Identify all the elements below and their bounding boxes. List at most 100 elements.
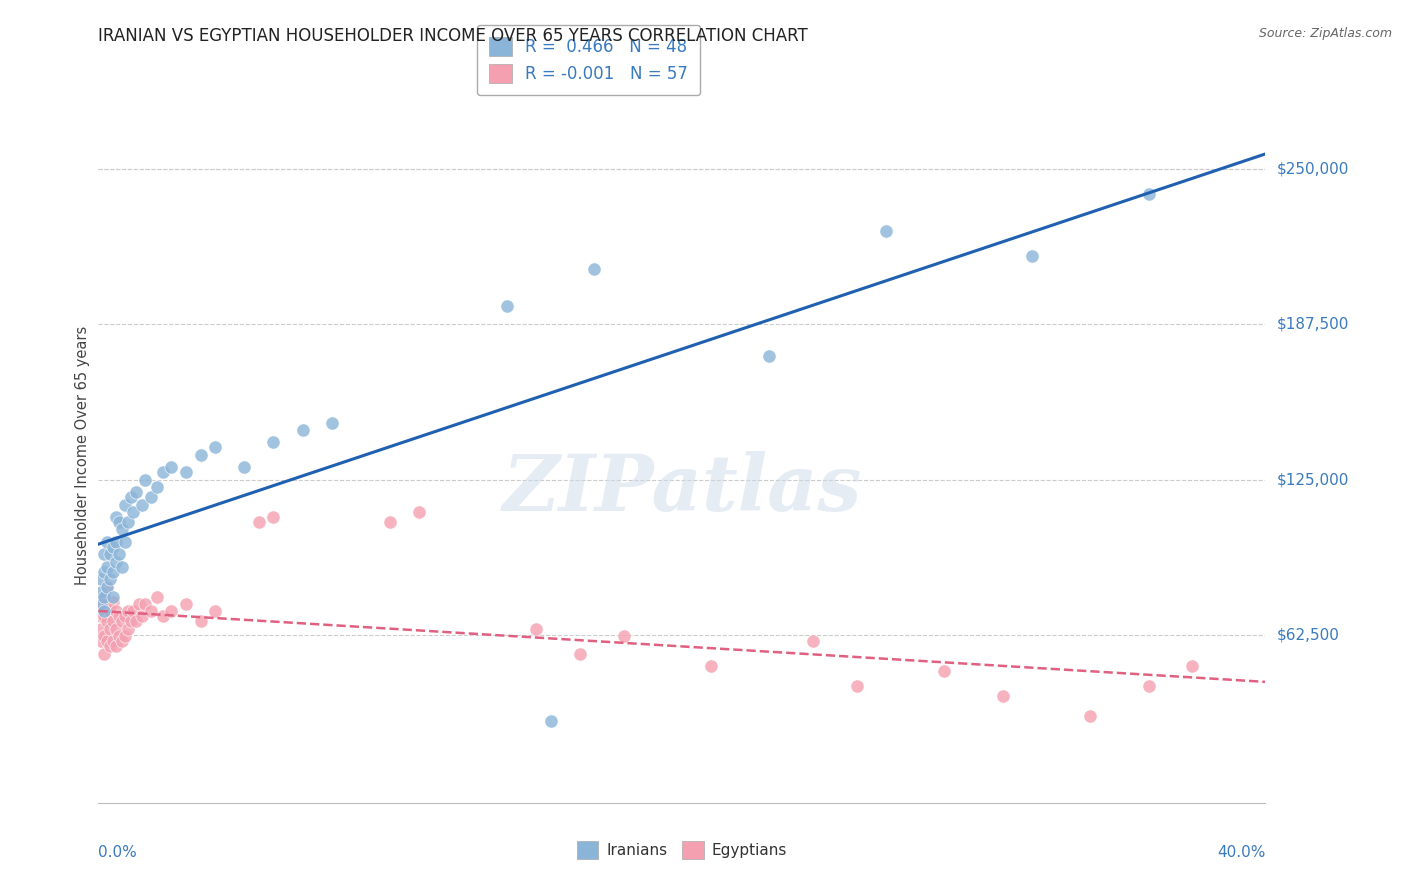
Point <box>612 629 634 643</box>
Point <box>568 647 591 661</box>
Point <box>125 615 148 629</box>
Point <box>90 597 112 611</box>
Point <box>101 634 124 648</box>
Point <box>321 416 343 430</box>
Point <box>128 597 150 611</box>
Point <box>90 622 112 636</box>
Point <box>96 597 118 611</box>
Point <box>247 515 270 529</box>
Point <box>111 559 134 574</box>
Point <box>90 634 112 648</box>
Point <box>991 689 1014 703</box>
Point <box>262 435 284 450</box>
Point <box>93 590 115 604</box>
Point <box>152 466 174 480</box>
Point <box>233 460 256 475</box>
Point <box>875 224 897 238</box>
Point <box>93 605 115 619</box>
Point <box>174 466 197 480</box>
Point <box>90 584 112 599</box>
Point <box>104 510 127 524</box>
Text: 40.0%: 40.0% <box>1218 845 1265 860</box>
Point <box>540 714 562 728</box>
Point <box>117 515 139 529</box>
Point <box>583 261 606 276</box>
Point <box>93 609 115 624</box>
Point <box>1137 679 1160 693</box>
Point <box>846 679 869 693</box>
Point <box>93 590 115 604</box>
Legend: Iranians, Egyptians: Iranians, Egyptians <box>571 835 793 864</box>
Point <box>98 639 121 653</box>
Point <box>114 498 136 512</box>
Point <box>146 480 169 494</box>
Point <box>1080 708 1102 723</box>
Point <box>90 572 112 586</box>
Point <box>98 547 121 561</box>
Point <box>101 565 124 579</box>
Point <box>120 490 142 504</box>
Point <box>204 441 226 455</box>
Point <box>131 498 153 512</box>
Text: 0.0%: 0.0% <box>98 845 138 860</box>
Point <box>1181 659 1204 673</box>
Point <box>108 547 131 561</box>
Point <box>98 572 121 586</box>
Point <box>104 639 127 653</box>
Point <box>120 615 142 629</box>
Point <box>122 605 145 619</box>
Point <box>111 634 134 648</box>
Point <box>114 534 136 549</box>
Point <box>131 609 153 624</box>
Text: $62,500: $62,500 <box>1277 628 1340 642</box>
Point <box>111 615 134 629</box>
Point <box>90 609 112 624</box>
Point <box>291 423 314 437</box>
Point <box>125 485 148 500</box>
Point <box>104 534 127 549</box>
Point <box>101 590 124 604</box>
Point <box>93 629 115 643</box>
Point <box>117 622 139 636</box>
Point <box>114 629 136 643</box>
Text: Source: ZipAtlas.com: Source: ZipAtlas.com <box>1258 27 1392 40</box>
Point <box>111 523 134 537</box>
Y-axis label: Householder Income Over 65 years: Householder Income Over 65 years <box>75 326 90 584</box>
Point <box>90 597 112 611</box>
Point <box>98 605 121 619</box>
Point <box>380 515 402 529</box>
Point <box>408 505 430 519</box>
Point <box>262 510 284 524</box>
Point <box>96 534 118 549</box>
Point <box>146 590 169 604</box>
Point <box>174 597 197 611</box>
Text: $125,000: $125,000 <box>1277 472 1348 487</box>
Point <box>134 473 156 487</box>
Point <box>96 559 118 574</box>
Point <box>108 609 131 624</box>
Point <box>117 605 139 619</box>
Point <box>160 460 183 475</box>
Point <box>204 605 226 619</box>
Point <box>104 555 127 569</box>
Point <box>122 505 145 519</box>
Point <box>139 605 162 619</box>
Point <box>101 594 124 608</box>
Point <box>104 622 127 636</box>
Point <box>93 547 115 561</box>
Point <box>96 615 118 629</box>
Point <box>96 580 118 594</box>
Point <box>93 647 115 661</box>
Point <box>496 299 519 313</box>
Text: $187,500: $187,500 <box>1277 317 1348 332</box>
Point <box>801 634 824 648</box>
Point <box>160 605 183 619</box>
Point <box>104 605 127 619</box>
Point <box>134 597 156 611</box>
Point <box>108 515 131 529</box>
Point <box>700 659 723 673</box>
Point <box>524 622 547 636</box>
Text: ZIPatlas: ZIPatlas <box>502 451 862 528</box>
Point <box>114 609 136 624</box>
Point <box>96 580 118 594</box>
